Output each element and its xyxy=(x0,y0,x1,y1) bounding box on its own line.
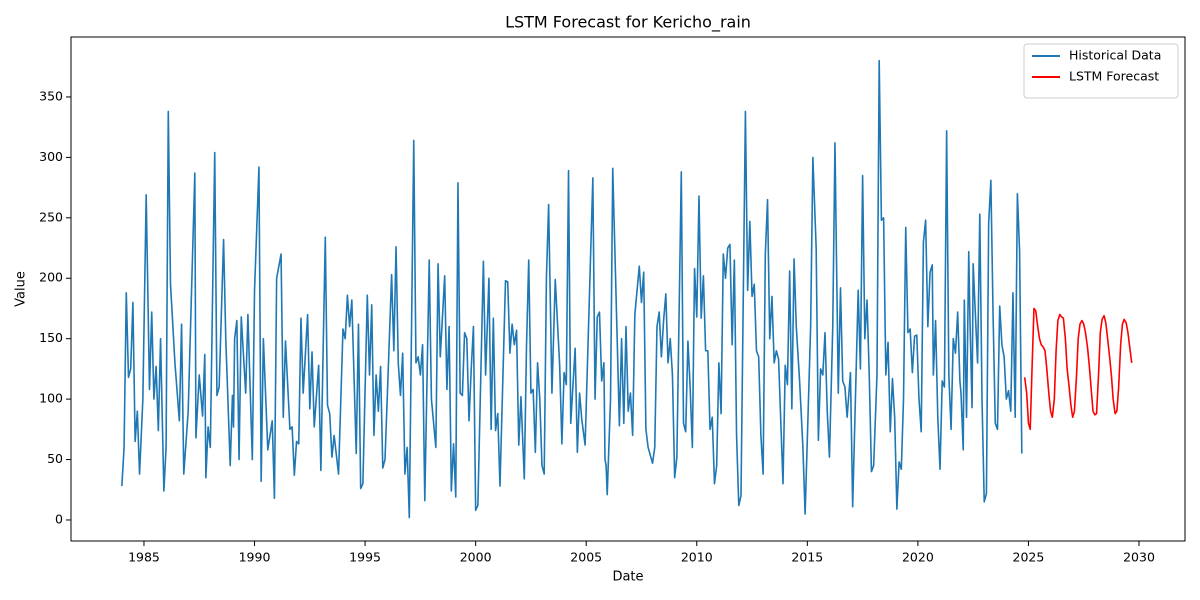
chart-title: LSTM Forecast for Kericho_rain xyxy=(505,13,751,33)
y-tick-label: 150 xyxy=(39,330,63,345)
x-axis-label: Date xyxy=(612,570,643,585)
x-tick-label: 2015 xyxy=(791,550,823,565)
x-tick-label: 1990 xyxy=(239,550,271,565)
legend-label: Historical Data xyxy=(1069,48,1161,63)
y-tick-label: 200 xyxy=(39,270,63,285)
x-tick-label: 2020 xyxy=(902,550,934,565)
plot-area xyxy=(121,59,1133,519)
plot-frame xyxy=(70,36,1186,542)
x-tick-label: 2005 xyxy=(570,550,602,565)
x-tick-label: 1995 xyxy=(349,550,381,565)
legend-label: LSTM Forecast xyxy=(1069,69,1159,84)
x-tick-label: 2010 xyxy=(681,550,713,565)
x-tick-label: 2025 xyxy=(1013,550,1045,565)
y-tick-label: 0 xyxy=(55,511,63,526)
legend: Historical Data LSTM Forecast xyxy=(1023,43,1179,99)
legend-box xyxy=(1023,43,1179,99)
y-axis-label: Value xyxy=(14,271,29,307)
y-tick-label: 100 xyxy=(39,391,63,406)
series-line xyxy=(1023,307,1133,431)
y-tick-label: 250 xyxy=(39,209,63,224)
series-line xyxy=(121,59,1023,519)
x-tick-label: 2000 xyxy=(460,550,492,565)
y-tick-label: 350 xyxy=(39,88,63,103)
y-tick-label: 50 xyxy=(47,451,63,466)
y-tick-label: 300 xyxy=(39,149,63,164)
x-tick-label: 2030 xyxy=(1123,550,1155,565)
x-tick-label: 1985 xyxy=(128,550,160,565)
